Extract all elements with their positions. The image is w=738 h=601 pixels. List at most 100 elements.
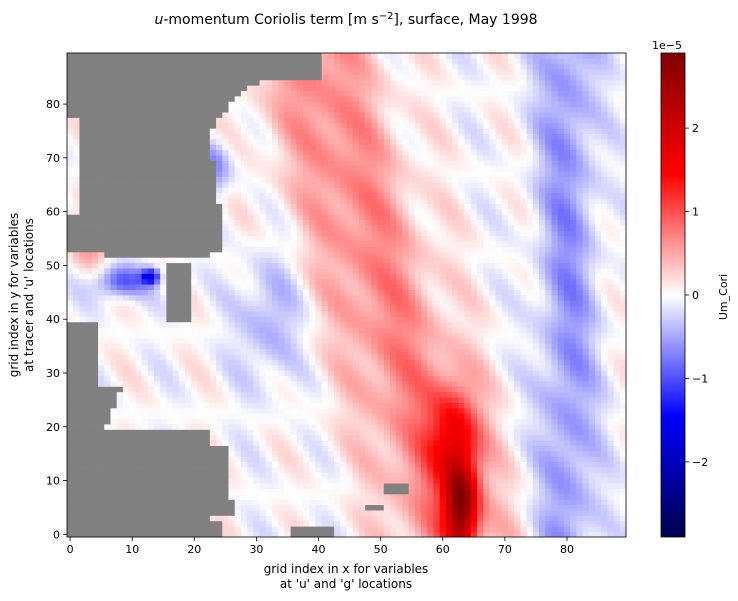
heatmap-cell bbox=[284, 413, 291, 420]
heatmap-cell bbox=[216, 289, 223, 296]
heatmap-cell bbox=[570, 295, 577, 301]
heatmap-cell bbox=[402, 407, 409, 414]
heatmap-cell bbox=[433, 418, 441, 425]
heatmap-cell bbox=[365, 413, 372, 420]
heatmap-cell bbox=[346, 418, 354, 425]
land-cell bbox=[153, 483, 161, 489]
heatmap-cell bbox=[421, 386, 428, 393]
heatmap-cell bbox=[358, 359, 366, 366]
heatmap-cell bbox=[514, 338, 521, 344]
heatmap-cell bbox=[576, 445, 583, 452]
heatmap-cell bbox=[557, 488, 565, 495]
heatmap-cell bbox=[483, 450, 490, 457]
heatmap-cell bbox=[110, 370, 118, 377]
heatmap-cell bbox=[197, 359, 204, 366]
heatmap-cell bbox=[458, 402, 465, 409]
heatmap-cell bbox=[278, 327, 285, 333]
land-cell bbox=[98, 526, 105, 532]
heatmap-cell bbox=[514, 499, 521, 506]
heatmap-cell bbox=[259, 424, 267, 430]
heatmap-cell bbox=[122, 289, 130, 296]
heatmap-cell bbox=[532, 424, 540, 430]
heatmap-cell bbox=[259, 262, 267, 269]
land-cell bbox=[73, 488, 80, 495]
heatmap-cell bbox=[427, 440, 434, 446]
heatmap-cell bbox=[278, 499, 285, 506]
heatmap-cell bbox=[402, 504, 409, 511]
heatmap-cell bbox=[147, 332, 155, 339]
heatmap-cell bbox=[495, 526, 503, 532]
heatmap-cell bbox=[147, 257, 155, 264]
land-cell bbox=[209, 477, 217, 484]
heatmap-cell bbox=[321, 246, 329, 253]
heatmap-cell bbox=[545, 251, 552, 258]
land-cell bbox=[172, 504, 180, 511]
heatmap-cell bbox=[234, 295, 242, 301]
heatmap-cell bbox=[588, 440, 596, 446]
heatmap-cell bbox=[135, 364, 142, 371]
heatmap-cell bbox=[514, 418, 521, 425]
heatmap-cell bbox=[594, 359, 602, 366]
heatmap-cell bbox=[582, 348, 590, 355]
heatmap-cell bbox=[122, 332, 130, 339]
heatmap-cell bbox=[389, 284, 397, 290]
heatmap-cell bbox=[216, 338, 223, 344]
heatmap-cell bbox=[185, 375, 192, 382]
heatmap-cell bbox=[495, 467, 503, 473]
heatmap-cell bbox=[104, 375, 111, 382]
land-cell bbox=[191, 241, 198, 247]
heatmap-cell bbox=[334, 450, 341, 457]
heatmap-cell bbox=[551, 515, 559, 522]
heatmap-cell bbox=[445, 375, 453, 382]
heatmap-cell bbox=[563, 321, 571, 328]
land-cell bbox=[104, 515, 111, 522]
heatmap-cell bbox=[582, 251, 590, 258]
heatmap-cell bbox=[557, 354, 565, 360]
heatmap-cell bbox=[421, 300, 428, 307]
heatmap-cell bbox=[315, 284, 322, 290]
land-cell bbox=[178, 241, 186, 247]
heatmap-cell bbox=[476, 273, 484, 280]
heatmap-cell bbox=[433, 246, 441, 253]
heatmap-cell bbox=[551, 332, 559, 339]
heatmap-cell bbox=[222, 289, 229, 296]
heatmap-cell bbox=[271, 289, 279, 296]
heatmap-cell bbox=[153, 375, 161, 382]
heatmap-cell bbox=[315, 343, 322, 350]
heatmap-cell bbox=[327, 295, 335, 301]
heatmap-cell bbox=[452, 364, 459, 371]
heatmap-cell bbox=[445, 520, 453, 527]
heatmap-cell bbox=[613, 477, 621, 484]
heatmap-cell bbox=[365, 397, 372, 403]
land-cell bbox=[110, 510, 118, 516]
heatmap-cell bbox=[489, 434, 496, 441]
heatmap-cell bbox=[421, 370, 428, 377]
heatmap-cell bbox=[228, 402, 236, 409]
heatmap-cell bbox=[408, 429, 416, 436]
heatmap-cell bbox=[439, 246, 447, 253]
land-cell bbox=[153, 531, 161, 538]
heatmap-cell bbox=[303, 386, 310, 393]
heatmap-cell bbox=[197, 295, 204, 301]
land-cell bbox=[197, 445, 204, 452]
heatmap-cell bbox=[278, 434, 285, 441]
heatmap-cell bbox=[476, 386, 484, 393]
heatmap-cell bbox=[445, 257, 453, 264]
heatmap-cell bbox=[203, 397, 211, 403]
heatmap-cell bbox=[98, 278, 105, 285]
heatmap-cell bbox=[153, 424, 161, 430]
heatmap-cell bbox=[520, 488, 527, 495]
heatmap-cell bbox=[278, 467, 285, 473]
heatmap-cell bbox=[135, 407, 142, 414]
heatmap-cell bbox=[222, 273, 229, 280]
heatmap-cell bbox=[476, 364, 484, 371]
heatmap-cell bbox=[613, 268, 621, 274]
heatmap-cell bbox=[160, 413, 167, 420]
heatmap-cell bbox=[160, 284, 167, 290]
heatmap-cell bbox=[153, 381, 161, 387]
heatmap-cell bbox=[334, 295, 341, 301]
heatmap-cell bbox=[551, 520, 559, 527]
heatmap-cell bbox=[452, 305, 459, 312]
heatmap-cell bbox=[309, 483, 316, 489]
heatmap-cell bbox=[402, 520, 409, 527]
